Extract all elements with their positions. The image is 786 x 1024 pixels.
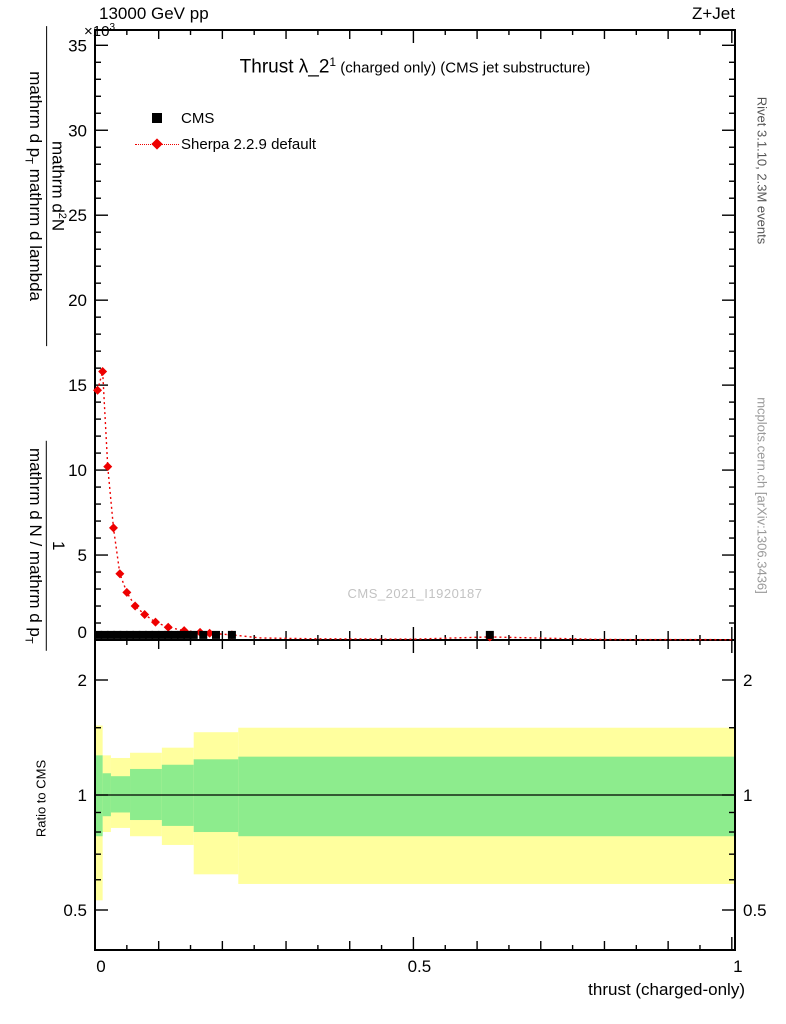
axes-and-ticks: 0 5 10 15 20 25 30 35 0 0.5 1 0.5 0.5 1 1 2 2 (63, 29, 767, 976)
cms-data-point (170, 630, 179, 639)
svg-text:15: 15 (68, 376, 87, 395)
plot-title-main: Thrust λ_2 (239, 56, 330, 78)
svg-text:25: 25 (68, 206, 87, 225)
sherpa-data-point (103, 462, 113, 472)
process-label: Z+Jet (692, 4, 735, 23)
plot-title-sup: 1 (329, 55, 337, 69)
svg-text:1: 1 (78, 786, 87, 805)
analysis-watermark: CMS_2021_I1920187 (347, 586, 483, 601)
scale-mantissa: ×10 (84, 23, 110, 40)
legend-label-cms: CMS (181, 109, 215, 127)
sherpa-curve (96, 371, 732, 641)
y-axis-label-lower-denominator: mathrm d N / mathrm d pT (22, 447, 46, 644)
legend-item-cms: CMS (133, 105, 316, 131)
sherpa-data-point (93, 385, 103, 395)
legend: CMS Sherpa 2.2.9 default (133, 105, 316, 157)
cms-square-marker-icon (133, 113, 181, 123)
plot-title-rest: (charged only) (CMS jet substructure) (336, 59, 591, 77)
cms-data-point (183, 630, 192, 639)
sherpa-data-point (150, 617, 160, 627)
ratio-band-stat-uncertainty (110, 776, 131, 813)
svg-text:0.5: 0.5 (408, 957, 432, 976)
sherpa-diamond-line-marker-icon (133, 138, 181, 150)
svg-text:10: 10 (68, 461, 87, 480)
sherpa-data-point (115, 569, 125, 579)
svg-text:0.5: 0.5 (743, 901, 767, 920)
cms-data-point (164, 630, 173, 639)
cms-data-point (119, 630, 128, 639)
sherpa-data-point (130, 601, 140, 611)
cms-data-point (189, 630, 198, 639)
sherpa-data-point (98, 367, 108, 377)
cms-data-point (145, 630, 154, 639)
svg-text:0: 0 (96, 957, 105, 976)
cms-data-point (485, 630, 494, 639)
x-axis-title: thrust (charged-only) (588, 980, 745, 999)
fraction-bar (45, 26, 47, 347)
cms-data-point (138, 630, 147, 639)
ratio-axis-label: Ratio to CMS (33, 759, 49, 838)
scale-exponent: 3 (109, 22, 116, 33)
y-axis-label-upper-numerator: mathrm d2N (48, 141, 69, 232)
svg-text:20: 20 (68, 291, 87, 310)
svg-text:1: 1 (733, 957, 742, 976)
legend-item-sherpa: Sherpa 2.2.9 default (133, 131, 316, 157)
cms-data-point (211, 630, 220, 639)
series-cms (94, 630, 494, 639)
cms-data-point (126, 630, 135, 639)
plot-title: Thrust λ_21 (charged only) (CMS jet subs… (95, 55, 735, 78)
y-axis-label-lower-numerator: 1 (48, 541, 68, 551)
svg-text:30: 30 (68, 121, 87, 140)
y-axis-label-upper-denominator: mathrm d pT mathrm d lambda (22, 71, 45, 301)
sherpa-data-point (122, 587, 132, 597)
cms-data-point (151, 630, 160, 639)
cms-data-point (176, 630, 185, 639)
y-axis-label-upper: mathrm d2N mathrm d pT mathrm d lambda (22, 26, 69, 347)
rivet-version-note: Rivet 3.1.10, 2.3M events (754, 96, 770, 245)
ratio-band-stat-uncertainty (193, 759, 239, 833)
mcplots-reference-note: mcplots.cern.ch [arXiv:1306.3436] (754, 397, 770, 594)
fraction-bar (46, 440, 48, 651)
y-axis-scale-note: ×103 (84, 22, 115, 40)
cms-data-point (227, 630, 236, 639)
sherpa-data-point (163, 622, 173, 632)
cms-data-point (113, 630, 122, 639)
sherpa-data-point (108, 523, 118, 533)
ratio-band-stat-uncertainty (238, 756, 736, 837)
y-axis-label-lower: 1 mathrm d N / mathrm d pT (22, 440, 68, 651)
cms-data-point (94, 630, 103, 639)
svg-text:2: 2 (743, 671, 752, 690)
collision-energy-label: 13000 GeV pp (99, 4, 209, 23)
cms-data-point (132, 630, 141, 639)
ratio-uncertainty-bands (95, 725, 736, 901)
ratio-band-stat-uncertainty (95, 755, 103, 837)
svg-text:0: 0 (78, 623, 87, 642)
legend-label-sherpa: Sherpa 2.2.9 default (181, 135, 317, 153)
svg-text:1: 1 (743, 786, 752, 805)
cms-data-point (199, 630, 208, 639)
cms-data-point (106, 630, 115, 639)
svg-text:2: 2 (78, 671, 87, 690)
sherpa-data-point (205, 628, 215, 638)
svg-text:0.5: 0.5 (63, 901, 87, 920)
sherpa-data-point (140, 610, 150, 620)
svg-text:35: 35 (68, 36, 87, 55)
cms-data-point (100, 630, 109, 639)
cms-data-point (157, 630, 166, 639)
svg-text:5: 5 (78, 546, 87, 565)
